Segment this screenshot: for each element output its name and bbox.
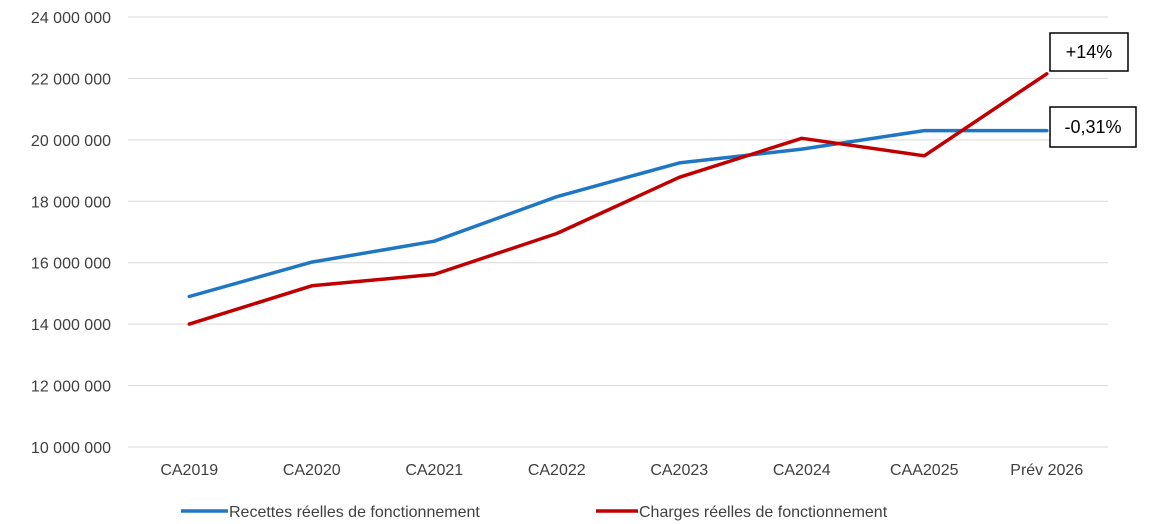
x-tick-label: CA2022 — [528, 462, 586, 479]
y-tick-label: 16 000 000 — [31, 256, 111, 273]
y-tick-label: 22 000 000 — [31, 71, 111, 88]
y-tick-label: 18 000 000 — [31, 194, 111, 211]
annotation-label: -0,31% — [1064, 117, 1121, 137]
annotation-box — [1049, 106, 1137, 148]
series-line-charges — [187, 72, 1049, 326]
y-axis-ticks: 10 000 000 12 000 000 14 000 000 16 000 000… — [31, 10, 111, 457]
legend: Recettes réelles de fonctionnement Charge… — [181, 504, 888, 521]
x-tick-label: Prév 2026 — [1010, 462, 1083, 479]
x-tick-label: CA2023 — [650, 462, 708, 479]
y-tick-label: 24 000 000 — [31, 10, 111, 27]
x-axis-ticks: CA2019 CA2020 CA2021 CA2022 CA2023 CA2024 CAA2… — [160, 462, 1083, 479]
x-tick-label: CA2019 — [160, 462, 218, 479]
x-tick-label: CA2021 — [405, 462, 463, 479]
series-line-recettes — [187, 128, 1049, 299]
x-tick-label: CA2024 — [773, 462, 831, 479]
y-tick-label: 12 000 000 — [31, 379, 111, 396]
annotations: +14% -0,31% — [1049, 32, 1137, 148]
x-tick-label: CA2020 — [283, 462, 341, 479]
series-lines — [187, 72, 1049, 326]
annotation-box — [1049, 32, 1129, 72]
legend-label: Charges réelles de fonctionnement — [639, 504, 888, 521]
y-tick-label: 10 000 000 — [31, 440, 111, 457]
legend-label: Recettes réelles de fonctionnement — [229, 504, 480, 521]
gridlines — [128, 16, 1108, 448]
y-tick-label: 20 000 000 — [31, 133, 111, 150]
annotation-label: +14% — [1066, 42, 1113, 62]
y-tick-label: 14 000 000 — [31, 317, 111, 334]
x-tick-label: CAA2025 — [890, 462, 959, 479]
